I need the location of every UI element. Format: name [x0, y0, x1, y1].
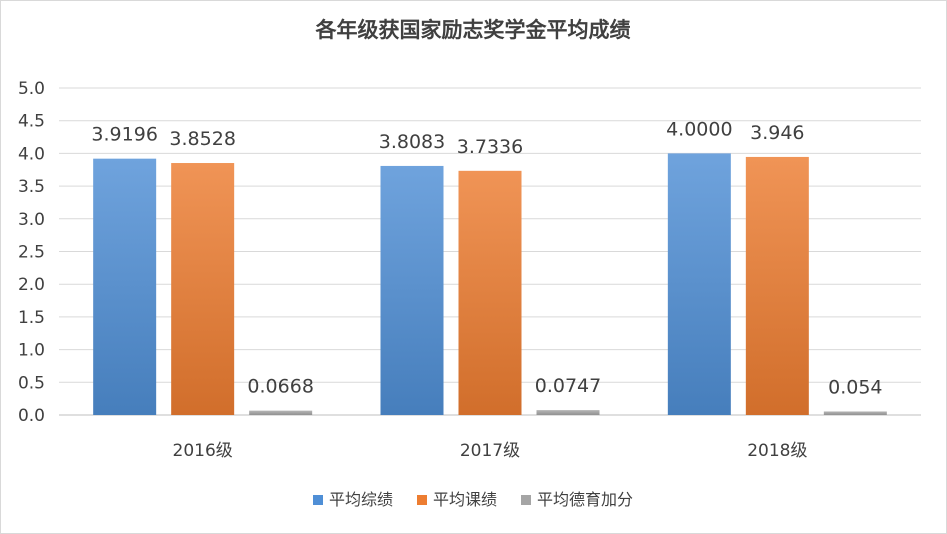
bar-2018级-平均德育加分 [823, 411, 887, 415]
data-label: 3.946 [750, 122, 804, 144]
y-tick-label: 4.5 [18, 112, 45, 132]
data-label: 0.0668 [247, 376, 313, 398]
y-tick-label: 0.5 [18, 373, 45, 393]
data-label: 4.0000 [666, 118, 732, 140]
data-label: 3.8083 [379, 131, 445, 153]
y-tick-label: 1.5 [18, 308, 45, 328]
data-label: 3.8528 [169, 128, 235, 150]
bar-2017级-平均德育加分 [536, 410, 600, 415]
x-category-label: 2018级 [747, 441, 807, 461]
y-tick-label: 0.0 [18, 406, 45, 426]
bar-2018级-平均综绩 [667, 153, 731, 415]
data-label: 0.0747 [535, 375, 601, 397]
y-tick-label: 5.0 [18, 79, 45, 99]
data-label: 0.054 [828, 376, 882, 398]
y-tick-label: 3.0 [18, 210, 45, 230]
y-tick-label: 4.0 [18, 144, 45, 164]
x-axis-categories: 2016级 2017级 2018级 [173, 441, 808, 461]
y-axis-ticks: 0.0 0.5 1.0 1.5 2.0 2.5 3.0 3.5 4.0 4.5 5.0 [18, 79, 45, 426]
y-tick-label: 2.0 [18, 275, 45, 295]
bar-2018级-平均课绩 [745, 156, 809, 416]
legend-label: 平均德育加分 [537, 490, 633, 509]
bar-2017级-平均综绩 [380, 165, 444, 415]
bar-2016级-平均德育加分 [249, 410, 313, 415]
legend-label: 平均综绩 [329, 490, 393, 509]
x-category-label: 2017级 [460, 441, 520, 461]
bar-2017级-平均课绩 [458, 170, 522, 415]
bar-2016级-平均综绩 [93, 158, 157, 416]
legend: 平均综绩 平均课绩 平均德育加分 [313, 490, 633, 509]
data-label: 3.9196 [91, 124, 157, 146]
bars [93, 153, 887, 416]
chart-title: 各年级获国家励志奖学金平均成绩 [315, 18, 631, 42]
y-tick-label: 3.5 [18, 177, 45, 197]
x-category-label: 2016级 [173, 441, 233, 461]
y-tick-label: 1.0 [18, 341, 45, 361]
bar-2016级-平均课绩 [171, 163, 235, 415]
legend-swatch [417, 495, 427, 505]
legend-label: 平均课绩 [433, 490, 497, 509]
y-tick-label: 2.5 [18, 243, 45, 263]
legend-swatch [313, 495, 323, 505]
data-labels: 3.9196 3.8528 0.0668 3.8083 3.7336 0.0747 4.00… [91, 118, 882, 398]
data-label: 3.7336 [457, 136, 523, 158]
legend-swatch [521, 495, 531, 505]
